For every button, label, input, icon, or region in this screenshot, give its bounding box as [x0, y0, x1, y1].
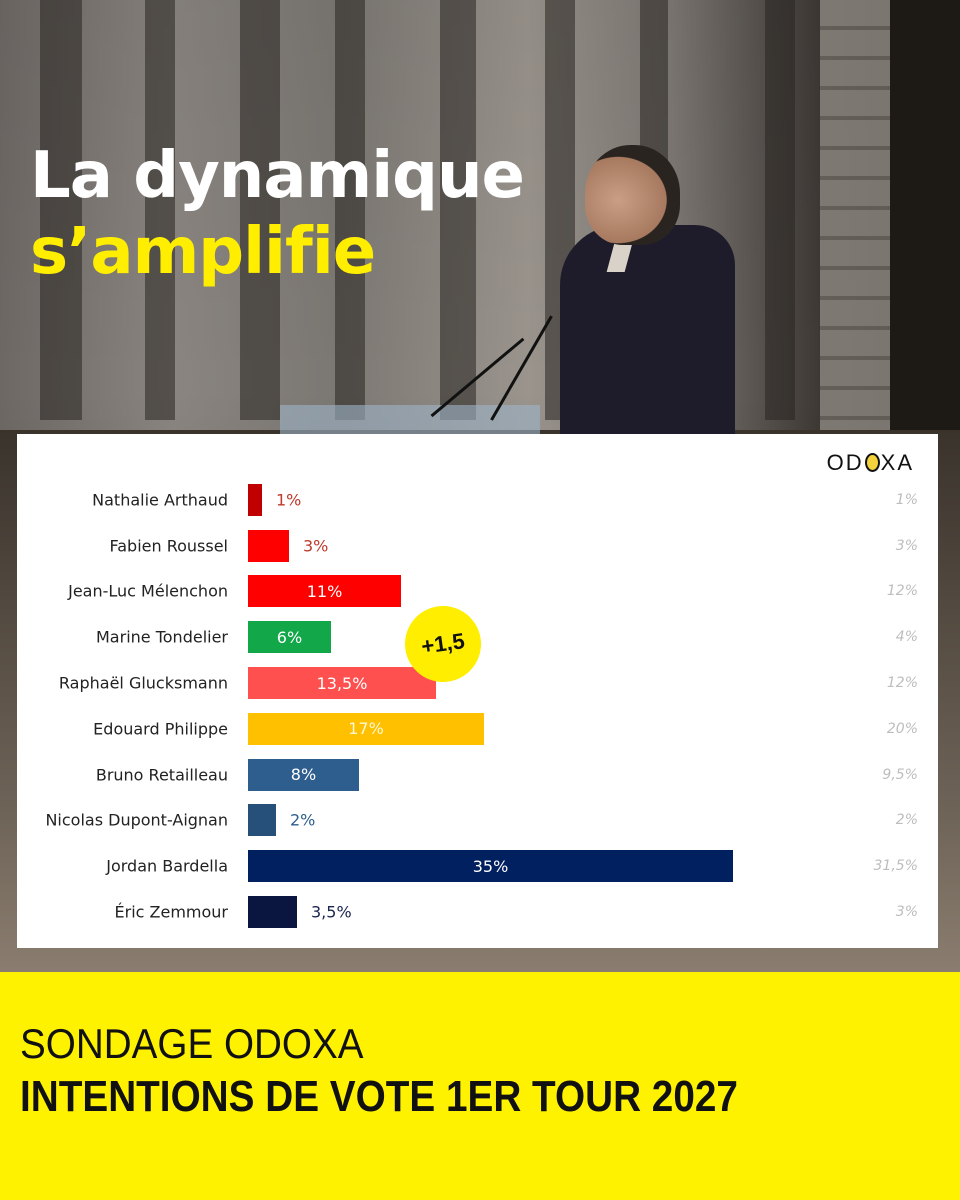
previous-value: 2%: [895, 812, 918, 829]
vote-bar: 17%: [248, 712, 484, 745]
speaker-figure: [560, 225, 735, 440]
vote-bar: 35%: [248, 850, 733, 883]
logo-text-end: XA: [880, 450, 914, 475]
vote-value: 11%: [306, 581, 343, 601]
vote-value: 6%: [276, 627, 303, 647]
chart-row: Edouard Philippe 17% 20%: [17, 706, 938, 752]
candidate-name: Raphaël Glucksmann: [58, 673, 228, 693]
chart-row: Nicolas Dupont-Aignan 2% 2%: [17, 798, 938, 844]
vote-bar: [248, 896, 297, 929]
candidate-name: Fabien Roussel: [109, 536, 229, 556]
previous-value: 9,5%: [882, 766, 918, 783]
odoxa-o-icon: [864, 453, 880, 472]
previous-value: 31,5%: [873, 858, 918, 875]
candidate-name: Nathalie Arthaud: [92, 490, 228, 510]
vote-bar: [248, 529, 289, 562]
poll-chart-card: OD XA Nathalie Arthaud 1% 1% Fabien Roussel 3…: [17, 434, 938, 948]
pillar: [145, 0, 175, 420]
vote-value: 3%: [303, 536, 329, 556]
previous-value: 12%: [886, 583, 918, 600]
chart-row: Jordan Bardella 35% 31,5%: [17, 843, 938, 889]
chart-row: Nathalie Arthaud 1% 1%: [17, 477, 938, 523]
previous-value: 12%: [886, 675, 918, 692]
candidate-name: Jean-Luc Mélenchon: [68, 581, 228, 601]
chart-row: Jean-Luc Mélenchon 11% 12%: [17, 569, 938, 615]
vote-bar: [248, 804, 276, 837]
headline: La dynamique s’amplifie: [30, 138, 525, 290]
pillar: [335, 0, 365, 420]
logo-text-start: OD: [826, 450, 864, 475]
previous-value: 20%: [886, 720, 918, 737]
vote-bar: 13,5%: [248, 667, 436, 700]
speaker-head: [585, 145, 680, 245]
vote-value: 35%: [472, 856, 509, 876]
vote-bar: 8%: [248, 758, 359, 791]
candidate-name: Nicolas Dupont-Aignan: [45, 810, 228, 830]
candidate-name: Edouard Philippe: [93, 719, 228, 739]
candidate-name: Marine Tondelier: [96, 627, 228, 647]
footer-title: INTENTIONS DE VOTE 1ER TOUR 2027: [20, 1072, 738, 1121]
footer-banner: SONDAGE ODOXA INTENTIONS DE VOTE 1ER TOU…: [0, 972, 960, 1200]
previous-value: 4%: [895, 629, 918, 646]
candidate-name: Bruno Retailleau: [95, 765, 228, 785]
vote-value: 13,5%: [316, 673, 368, 693]
headline-line-2: s’amplifie: [30, 215, 376, 289]
vote-bar: [248, 483, 262, 516]
vote-value: 3,5%: [311, 902, 352, 922]
previous-value: 1%: [895, 491, 918, 508]
footer-subtitle: SONDAGE ODOXA: [20, 1020, 364, 1067]
vote-value: 1%: [276, 490, 302, 510]
steel-girder: [820, 0, 890, 440]
chart-row: Bruno Retailleau 8% 9,5%: [17, 752, 938, 798]
candidate-name: Jordan Bardella: [106, 856, 228, 876]
pillar: [240, 0, 280, 420]
chart-row: Raphaël Glucksmann 13,5% 12%: [17, 660, 938, 706]
vote-bar: 6%: [248, 621, 331, 654]
vote-bar: 11%: [248, 575, 401, 608]
chart-row: Éric Zemmour 3,5% 3%: [17, 889, 938, 935]
odoxa-logo: OD XA: [827, 450, 914, 476]
bar-rows: Nathalie Arthaud 1% 1% Fabien Roussel 3% 3% Je…: [17, 477, 938, 935]
chart-row: Marine Tondelier 6% 4%: [17, 614, 938, 660]
vote-value: 8%: [290, 765, 317, 785]
previous-value: 3%: [895, 904, 918, 921]
pillar: [440, 0, 476, 420]
headline-line-1: La dynamique: [30, 139, 525, 213]
pillar: [765, 0, 795, 420]
vote-value: 17%: [348, 719, 384, 739]
candidate-name: Éric Zemmour: [114, 902, 229, 922]
chart-row: Fabien Roussel 3% 3%: [17, 523, 938, 569]
vote-value: 2%: [290, 810, 316, 830]
previous-value: 3%: [895, 537, 918, 554]
podium-banner: [280, 405, 540, 435]
pillar: [40, 0, 82, 420]
